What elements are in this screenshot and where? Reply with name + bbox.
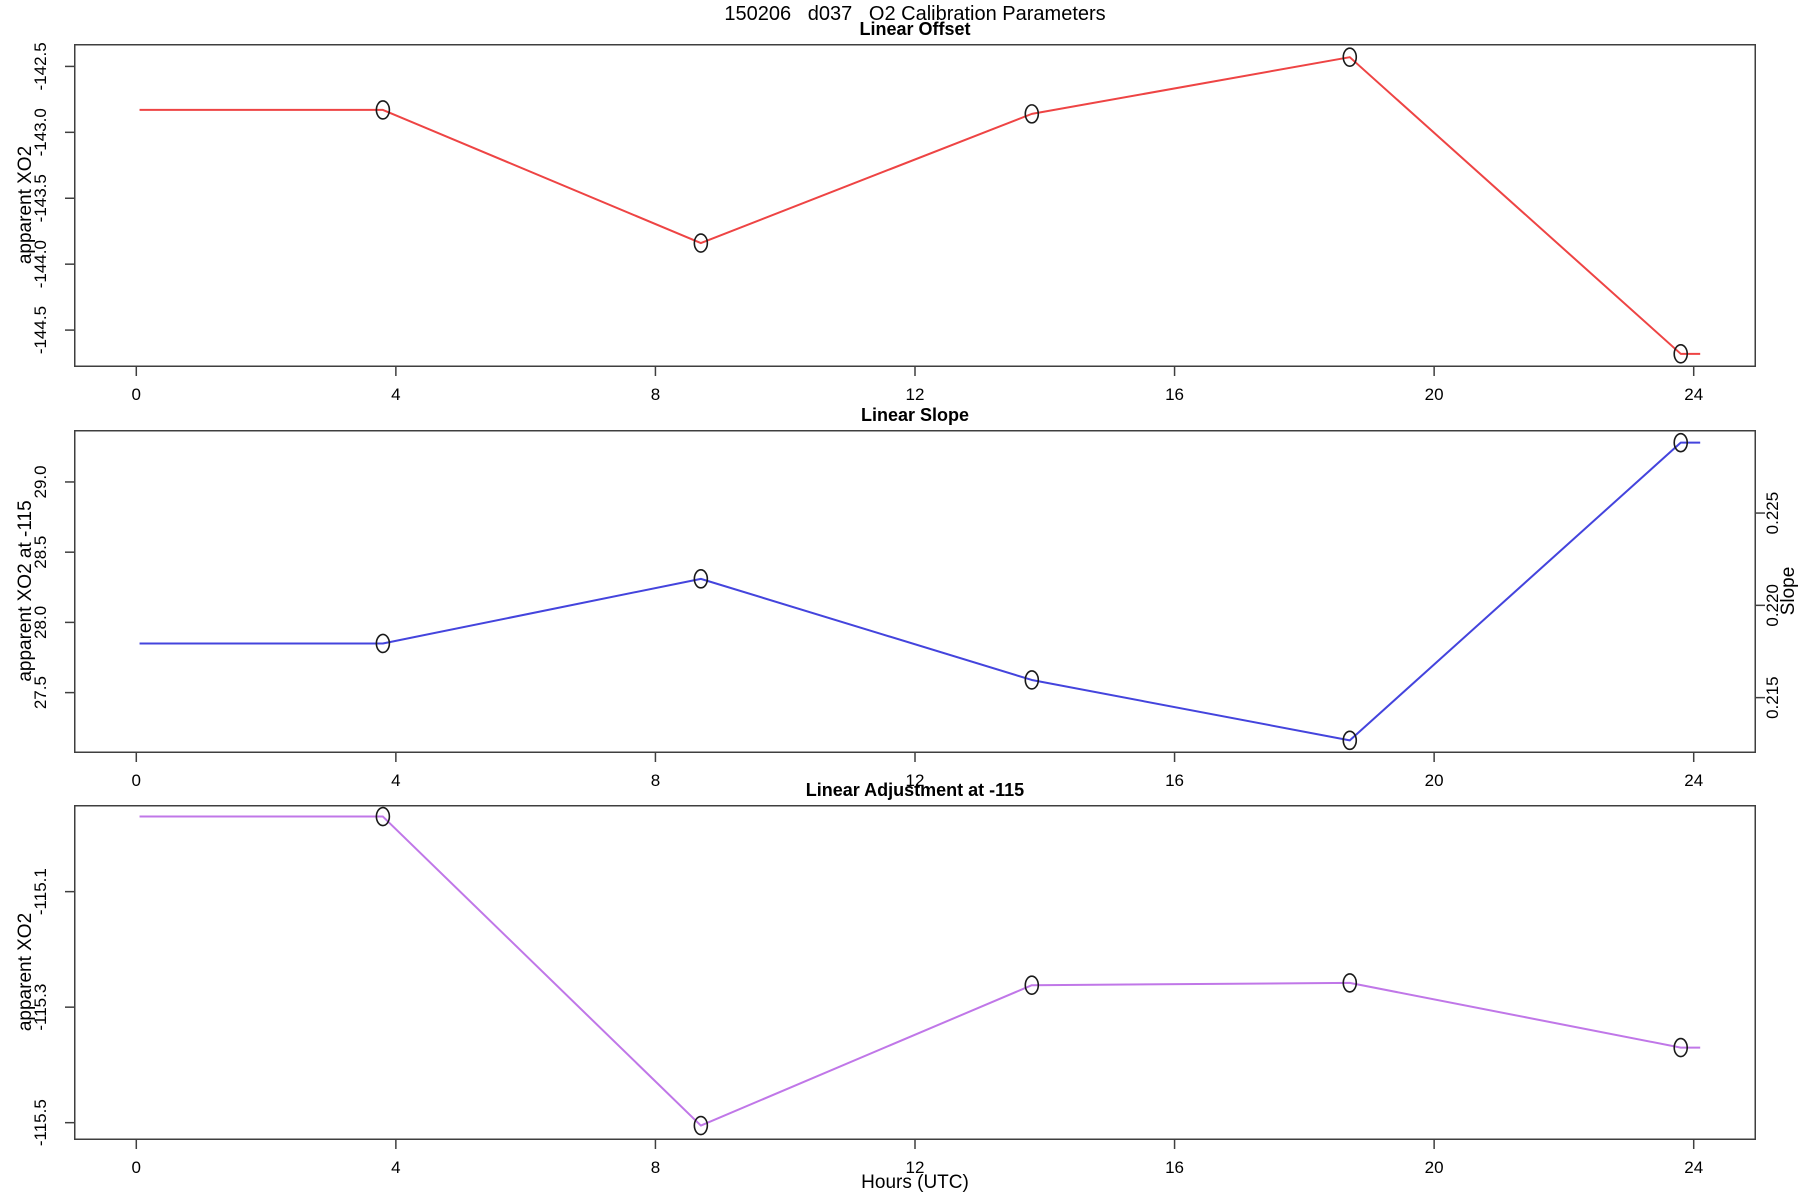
y2-tick-label: 0.225 (1763, 492, 1782, 535)
x-tick-label: 12 (906, 771, 925, 790)
x-tick-label: 8 (651, 1158, 660, 1177)
data-point-marker (1673, 344, 1689, 364)
y-tick-label: 27.5 (31, 676, 50, 709)
y-tick-label: -115.5 (31, 1099, 50, 1146)
data-point-marker (375, 100, 391, 120)
panel-title-linear-slope: Linear Slope (860, 405, 970, 425)
x-tick-label: 4 (391, 771, 400, 790)
x-axis-label: Hours (UTC) (861, 1172, 969, 1193)
data-point-marker (1024, 975, 1040, 996)
x-tick-label: 20 (1425, 1158, 1444, 1177)
x-tick-label: 0 (132, 385, 141, 404)
x-tick-label: 16 (1165, 771, 1184, 790)
linear-slope-plot: 0 4 8 12 16 20 24 27.5 28.0 28.5 29.0 0.215 0.220 0.2… (31, 430, 1782, 790)
x-tick-label: 8 (651, 771, 660, 790)
y-tick-label: -144.0 (31, 240, 50, 288)
x-tick-label: 0 (132, 771, 141, 790)
y2-tick-label: 0.215 (1763, 676, 1782, 719)
x-tick-label: 24 (1684, 1158, 1703, 1177)
x-tick-label: 24 (1684, 385, 1703, 404)
x-tick-label: 12 (906, 1158, 925, 1177)
x-tick-label: 16 (1165, 385, 1184, 404)
data-point-marker (375, 633, 391, 654)
data-point-marker (1342, 973, 1358, 993)
x-tick-label: 16 (1165, 1158, 1184, 1177)
data-point-marker (693, 1115, 709, 1136)
linear-adjustment-plot: 0 4 8 12 16 20 24 -115.5 -115.3 -115.1 (31, 805, 1756, 1177)
series-line (139, 441, 1701, 742)
y-tick-label: 28.5 (31, 536, 50, 569)
data-point-marker (1024, 670, 1040, 690)
plot-border (74, 805, 1756, 1140)
data-point-marker (1673, 1037, 1689, 1058)
x-tick-label: 0 (132, 1158, 141, 1177)
data-point-marker (1673, 432, 1689, 453)
data-point-marker (375, 806, 391, 827)
series-line (139, 56, 1701, 355)
data-point-marker (693, 233, 709, 253)
y-tick-label: -143.0 (31, 108, 50, 156)
panel-title-linear-adjustment: Linear Adjustment at -115 (805, 780, 1025, 800)
data-point-marker (693, 569, 709, 589)
x-tick-label: 4 (391, 1158, 400, 1177)
data-point-marker (1024, 104, 1040, 124)
page-title: 150206 d037 O2 Calibration Parameters (724, 3, 1106, 25)
x-tick-label: 20 (1425, 385, 1444, 404)
data-point-marker (1342, 730, 1358, 751)
plot-border (74, 44, 1756, 367)
linear-offset-plot: 0 4 8 12 16 20 24 -144.5 -144.0 -143.5 -143.0 -142.… (31, 42, 1756, 404)
x-tick-label: 20 (1425, 771, 1444, 790)
y-tick-label: -115.3 (31, 984, 50, 1031)
panel-title-linear-offset: Linear Offset (859, 19, 971, 39)
y-tick-label: -142.5 (31, 42, 50, 90)
y2-tick-label: 0.220 (1763, 584, 1782, 627)
series-line (139, 815, 1701, 1127)
y-tick-label: 28.0 (31, 606, 50, 639)
y-tick-label: 29.0 (31, 465, 50, 498)
x-tick-label: 24 (1684, 771, 1703, 790)
y-tick-label: -143.5 (31, 174, 50, 222)
x-tick-label: 12 (906, 385, 925, 404)
x-tick-label: 8 (651, 385, 660, 404)
data-point-marker (1342, 47, 1358, 67)
y-tick-label: -115.1 (31, 868, 50, 915)
y-tick-label: -144.5 (31, 306, 50, 354)
plot-border (74, 430, 1756, 753)
y-axis-label-panel2: apparent XO2 at -115 (15, 500, 36, 682)
x-tick-label: 4 (391, 385, 400, 404)
